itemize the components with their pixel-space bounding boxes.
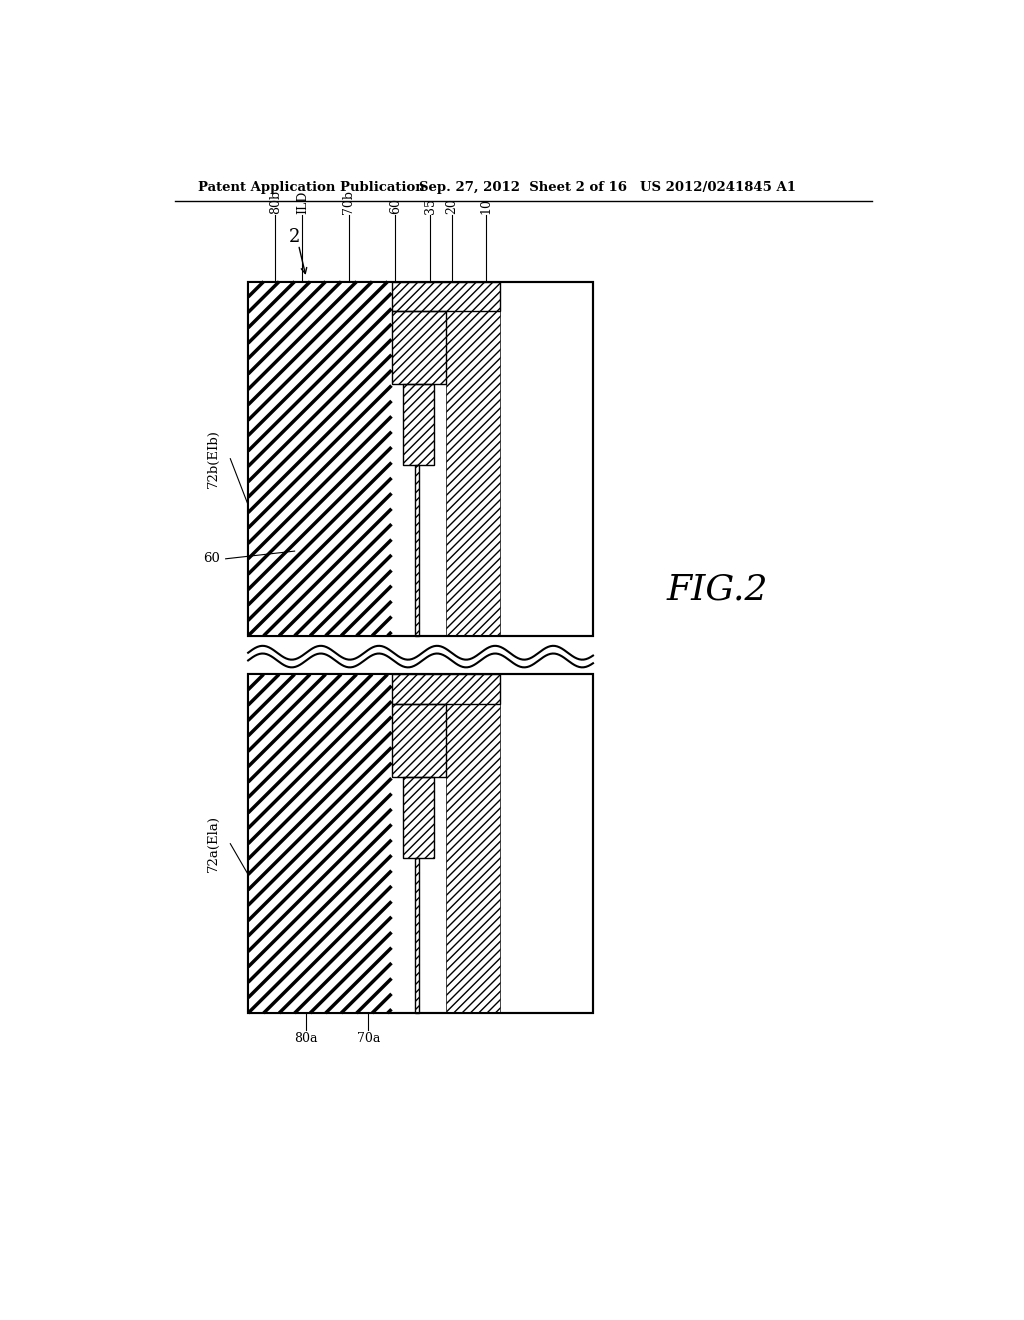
Bar: [391, 675, 500, 704]
Text: 80b: 80b: [268, 190, 282, 214]
Bar: [403, 776, 434, 858]
Bar: [391, 704, 445, 776]
Text: ILD: ILD: [296, 190, 309, 214]
Bar: [415, 465, 419, 636]
Text: 20: 20: [445, 198, 459, 214]
Text: 80a: 80a: [295, 1032, 318, 1045]
Bar: [445, 675, 500, 1014]
Bar: [391, 312, 445, 384]
Bar: [248, 675, 593, 1014]
Bar: [403, 384, 434, 465]
Text: 70b: 70b: [342, 190, 355, 214]
Bar: [415, 858, 419, 1014]
Text: 72b(EIb): 72b(EIb): [207, 429, 220, 488]
Bar: [391, 281, 500, 312]
Bar: [391, 281, 500, 312]
Text: 60: 60: [389, 198, 401, 214]
Bar: [391, 312, 445, 384]
Bar: [403, 384, 434, 465]
Bar: [391, 675, 500, 704]
Bar: [403, 776, 434, 858]
Text: US 2012/0241845 A1: US 2012/0241845 A1: [640, 181, 796, 194]
Bar: [415, 858, 419, 1014]
Bar: [248, 675, 593, 1014]
Text: FIG.2: FIG.2: [667, 573, 768, 607]
Text: 10: 10: [479, 198, 493, 214]
Text: Patent Application Publication: Patent Application Publication: [198, 181, 425, 194]
Bar: [445, 281, 500, 636]
Text: 35: 35: [424, 198, 437, 214]
Text: 70a: 70a: [356, 1032, 380, 1045]
Bar: [248, 675, 391, 1014]
Text: 72a(Ela): 72a(Ela): [207, 816, 220, 873]
Text: 2: 2: [289, 228, 300, 246]
Bar: [248, 281, 391, 636]
Text: Sep. 27, 2012  Sheet 2 of 16: Sep. 27, 2012 Sheet 2 of 16: [419, 181, 627, 194]
Bar: [248, 281, 593, 636]
Bar: [248, 281, 593, 636]
Text: 60: 60: [203, 552, 220, 565]
Bar: [415, 465, 419, 636]
Bar: [391, 704, 445, 776]
